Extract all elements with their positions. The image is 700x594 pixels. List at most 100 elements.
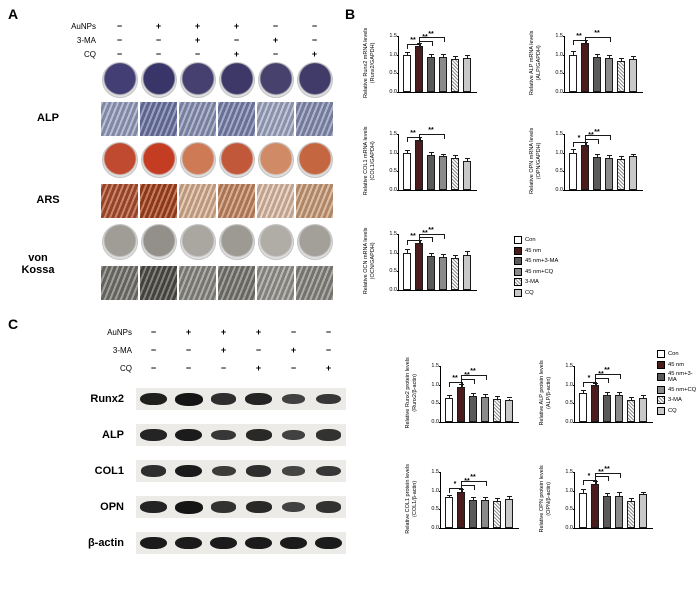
data-bar <box>593 56 601 92</box>
data-bar <box>615 394 623 422</box>
y-tick-label: 1.0 <box>389 149 397 156</box>
data-bar <box>605 157 613 190</box>
data-bar <box>627 400 635 422</box>
data-bar <box>579 492 587 528</box>
error-bar <box>484 497 486 500</box>
error-bar-cap <box>592 382 598 384</box>
panel-c-3ma-row: 3-MA − − + − + − <box>88 344 346 356</box>
error-bar-cap <box>506 397 512 399</box>
protein-band <box>281 429 306 441</box>
bar-plot-area: 0.0 0.5 1.0 1.5 * ** ** <box>565 363 653 425</box>
error-bar-cap <box>640 491 646 493</box>
y-tick-mark <box>563 73 565 75</box>
data-bar <box>603 496 611 528</box>
data-bar <box>629 156 637 190</box>
data-bar <box>493 398 501 422</box>
significance-label: * <box>453 481 457 489</box>
three-ma-signs: − − + − + − <box>100 35 334 45</box>
legend-item: 3-MA <box>657 396 700 404</box>
legend-swatch <box>514 246 522 255</box>
protein-band <box>245 429 272 441</box>
y-tick-label: 0.0 <box>565 525 573 531</box>
data-bar <box>617 61 625 92</box>
significance-bracket <box>419 37 445 43</box>
protein-band <box>281 501 306 513</box>
legend-label: 45 nm+CQ <box>525 268 554 275</box>
error-bar <box>508 398 510 401</box>
error-bar-cap <box>616 391 622 393</box>
error-bar <box>632 56 634 60</box>
micrograph-image <box>140 266 177 300</box>
bar-plot-area: 0.0 0.5 1.0 1.5 ** ** ** <box>389 31 477 95</box>
error-bar <box>596 155 598 158</box>
culture-dish-image <box>140 224 177 260</box>
data-bar <box>463 57 471 92</box>
alp-blot-label: ALP <box>102 429 124 441</box>
error-bar-cap <box>606 155 612 157</box>
micrograph-image <box>179 102 216 136</box>
significance-label: * <box>577 135 581 143</box>
condition-sign: − <box>116 21 123 31</box>
error-bar-cap <box>494 396 500 397</box>
protein-band <box>211 429 236 441</box>
chart-alp-mrna: Relative ALP mRNA levels (ALP/GAPDH) 0.0 0.… <box>524 22 644 108</box>
error-bar <box>642 492 644 495</box>
error-bar-cap <box>482 393 488 395</box>
error-bar <box>582 490 584 493</box>
protein-band <box>281 393 306 405</box>
y-tick-label: 0.5 <box>565 400 573 407</box>
condition-sign: − <box>290 363 297 373</box>
error-bar-cap <box>594 53 600 55</box>
legend-swatch <box>657 350 665 358</box>
data-bar <box>603 395 611 422</box>
data-bar <box>439 56 447 92</box>
error-bar-cap <box>428 252 434 254</box>
y-tick-label: 1.5 <box>389 131 397 137</box>
chart-runx2-protein: Relative Runx2 protein levels (Runx2/β-ac… <box>400 352 520 438</box>
error-bar <box>620 58 622 62</box>
y-axis-label: Relative ALP mRNA levels (ALP/GAPDH) <box>529 30 542 96</box>
legend-swatch <box>657 385 665 394</box>
legend-label: 45 nm <box>668 361 685 368</box>
significance-label: ** <box>410 233 416 241</box>
y-tick-mark <box>439 490 441 492</box>
culture-dish-image <box>101 142 138 178</box>
error-bar-cap <box>630 153 636 155</box>
y-tick-label: 0.5 <box>389 268 397 275</box>
legend-item: CQ <box>514 288 558 297</box>
y-tick-label: 1.5 <box>565 469 573 475</box>
error-bar-cap <box>440 254 446 256</box>
condition-sign: + <box>325 363 332 373</box>
y-axis-label: Relative ALP protein levels (ALP/β-actin) <box>539 360 552 426</box>
data-bar <box>505 400 513 422</box>
protein-band <box>245 501 272 513</box>
error-bar-cap <box>580 390 586 392</box>
culture-dish-image <box>296 224 333 260</box>
error-bar-cap <box>452 55 458 57</box>
legend-item: 45 nm <box>514 246 558 255</box>
protein-band <box>282 466 305 476</box>
y-tick-label: 1.0 <box>389 249 397 256</box>
legend-item: CQ <box>657 406 700 415</box>
error-bar-cap <box>452 155 458 157</box>
aunps-label: AuNPs <box>107 327 132 337</box>
alp-row-label: ALP <box>37 112 59 124</box>
panel-a-aunps-row: AuNPs − + + + − − <box>52 20 334 32</box>
micrograph-image <box>179 266 216 300</box>
y-tick-label: 0.5 <box>555 168 563 175</box>
data-bar <box>451 158 459 190</box>
error-bar-cap <box>604 392 610 394</box>
bar-plot-area: 0.0 0.5 1.0 1.5 * ** ** <box>555 129 643 193</box>
data-bar <box>463 254 471 290</box>
error-bar <box>630 498 632 502</box>
data-bar <box>569 54 577 92</box>
data-bar <box>451 59 459 92</box>
micrograph-image <box>296 102 333 136</box>
y-tick-label: 1.0 <box>555 149 563 156</box>
y-tick-mark <box>439 384 441 386</box>
data-bar <box>581 145 589 190</box>
culture-dish-image <box>179 142 216 178</box>
legend-swatch <box>514 236 522 244</box>
legend-label: 45 nm <box>525 247 542 254</box>
y-tick-mark <box>397 190 399 191</box>
